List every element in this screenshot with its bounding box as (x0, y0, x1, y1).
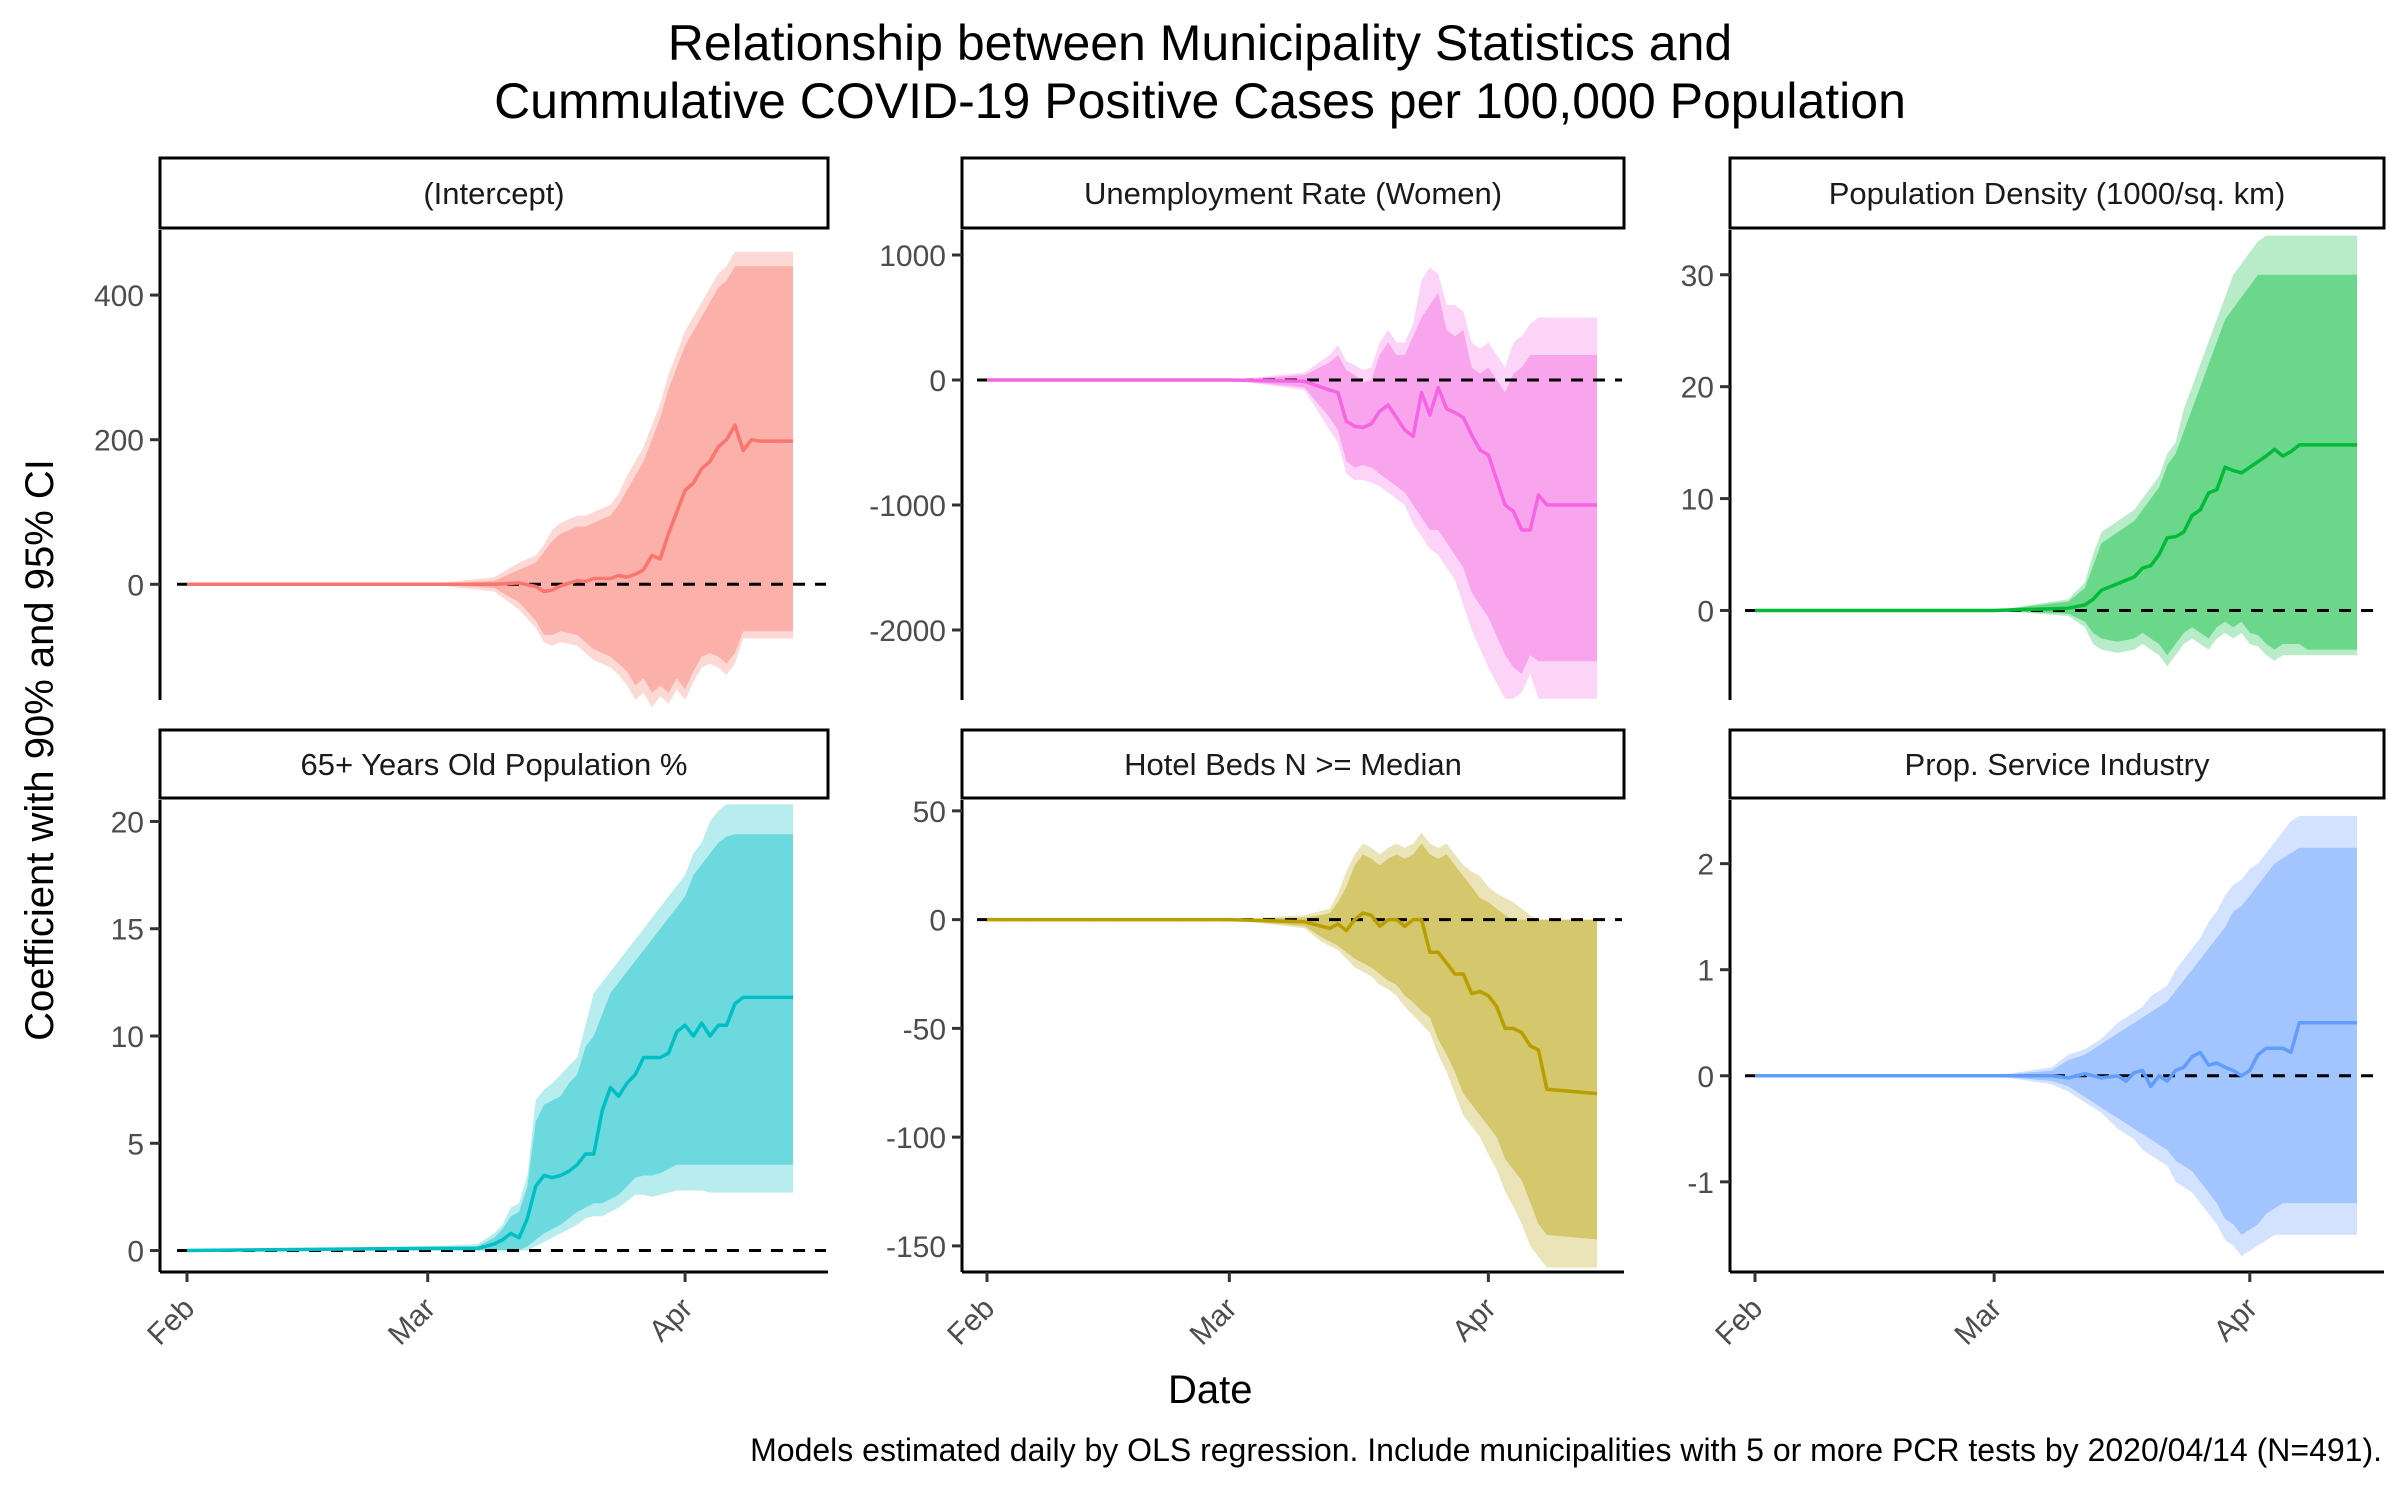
estimate-line (987, 378, 1597, 532)
y-tick-label: 2 (1697, 849, 1714, 882)
y-tick-label: 1 (1697, 955, 1714, 988)
y-tick-label: 0 (127, 1236, 144, 1269)
facet-strip (960, 156, 1626, 230)
ci95-band (1755, 235, 2357, 667)
chart-caption: Models estimated daily by OLS regression… (750, 1432, 2382, 1468)
y-tick-label: 0 (127, 569, 144, 602)
x-tick-label: Feb (141, 1292, 201, 1352)
x-tick-label: Mar (1948, 1292, 2008, 1352)
y-tick-label: -2000 (869, 615, 946, 648)
y-tick-label: 20 (1681, 372, 1714, 405)
ci95-band (987, 832, 1597, 1268)
ci95-band (187, 804, 793, 1251)
y-tick-label: 30 (1681, 260, 1714, 293)
y-tick-label: 50 (913, 796, 946, 829)
facet-strip-label: Hotel Beds N >= Median (1124, 747, 1462, 782)
estimate-line (186, 995, 793, 1253)
y-tick-label: -100 (886, 1122, 946, 1155)
facet-strip (158, 728, 830, 800)
y-tick-label: 200 (94, 425, 144, 458)
x-tick-label: Apr (2208, 1292, 2264, 1348)
ci90-band (187, 834, 793, 1251)
x-tick-label: Apr (1446, 1292, 1502, 1348)
facet-strip-label: (Intercept) (423, 176, 564, 211)
y-tick-label: 0 (929, 905, 946, 938)
ci95-band (987, 267, 1597, 699)
y-tick-label: 0 (929, 365, 946, 398)
y-tick-label: 20 (111, 806, 144, 839)
ci90-band (1755, 847, 2357, 1235)
y-tick-label: -1000 (869, 490, 946, 523)
estimate-line (987, 911, 1598, 1096)
facet-strip (1728, 728, 2386, 800)
estimate-line (187, 423, 793, 594)
y-tick-label: 0 (1697, 1061, 1714, 1094)
y-tick-label: 5 (127, 1128, 144, 1161)
facet-strip (960, 728, 1626, 800)
y-tick-label: -50 (903, 1013, 946, 1046)
y-tick-label: 15 (111, 914, 144, 947)
estimate-line (1755, 1020, 2357, 1089)
estimate-line (1755, 443, 2357, 613)
y-tick-label: -150 (886, 1231, 946, 1264)
y-tick-label: 1000 (879, 240, 946, 273)
x-axis-label: Date (1168, 1368, 1253, 1412)
y-tick-label: 10 (111, 1021, 144, 1054)
facet-strip-label: Prop. Service Industry (1905, 747, 2210, 782)
x-tick-label: Mar (1184, 1292, 1244, 1352)
x-tick-label: Mar (382, 1292, 442, 1352)
y-tick-label: 0 (1697, 595, 1714, 628)
x-tick-label: Feb (941, 1292, 1001, 1352)
facet-strip-label: Population Density (1000/sq. km) (1829, 176, 2286, 211)
y-tick-label: 10 (1681, 484, 1714, 517)
ci95-band (1755, 815, 2357, 1257)
facet-strip (158, 156, 830, 230)
y-tick-label: 400 (94, 280, 144, 313)
y-tick-label: -1 (1687, 1167, 1714, 1200)
ci90-band (187, 266, 793, 693)
chart-title-line-1: Relationship between Municipality Statis… (667, 15, 1733, 71)
ci90-band (987, 292, 1597, 674)
facet-strip-label: 65+ Years Old Population % (301, 747, 688, 782)
chart-title-line-2: Cummulative COVID-19 Positive Cases per … (494, 73, 1906, 129)
ci90-band (1755, 274, 2357, 656)
x-tick-label: Feb (1709, 1292, 1769, 1352)
ci90-band (987, 843, 1597, 1240)
facet-strip-label: Unemployment Rate (Women) (1084, 176, 1502, 211)
facet-strip (1728, 156, 2386, 230)
x-tick-label: Apr (643, 1292, 699, 1348)
ci95-band (187, 251, 793, 708)
